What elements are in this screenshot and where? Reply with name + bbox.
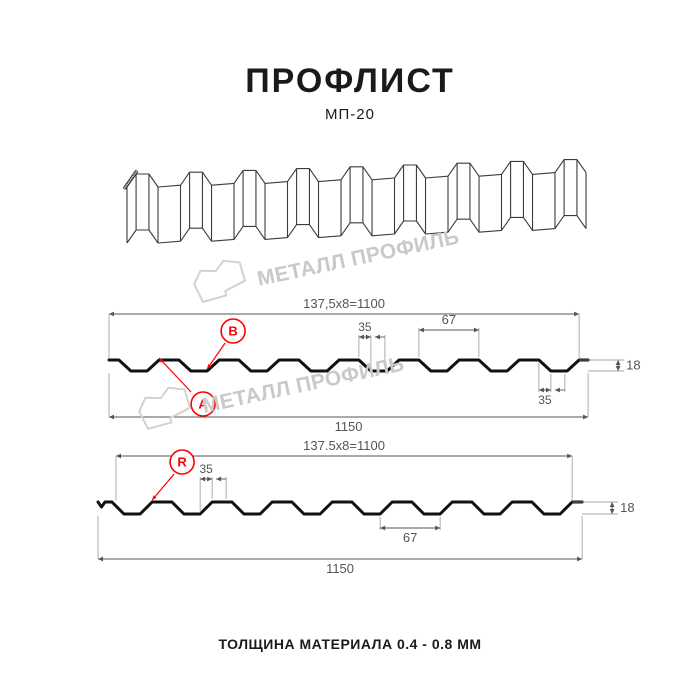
svg-text:18: 18 [626,358,640,373]
svg-text:67: 67 [442,312,456,327]
svg-text:МЕТАЛЛ ПРОФИЛЬ: МЕТАЛЛ ПРОФИЛЬ [255,225,461,290]
svg-text:1150: 1150 [326,561,354,576]
svg-text:67: 67 [403,530,417,545]
svg-text:35: 35 [358,320,372,334]
svg-text:137,5x8=1100: 137,5x8=1100 [303,296,385,311]
svg-text:18: 18 [620,500,634,515]
svg-text:35: 35 [199,462,213,476]
svg-text:35: 35 [538,393,552,407]
svg-text:R: R [177,455,187,470]
svg-text:B: B [228,324,237,339]
svg-text:137.5x8=1100: 137.5x8=1100 [303,438,385,453]
svg-text:1150: 1150 [335,419,363,434]
